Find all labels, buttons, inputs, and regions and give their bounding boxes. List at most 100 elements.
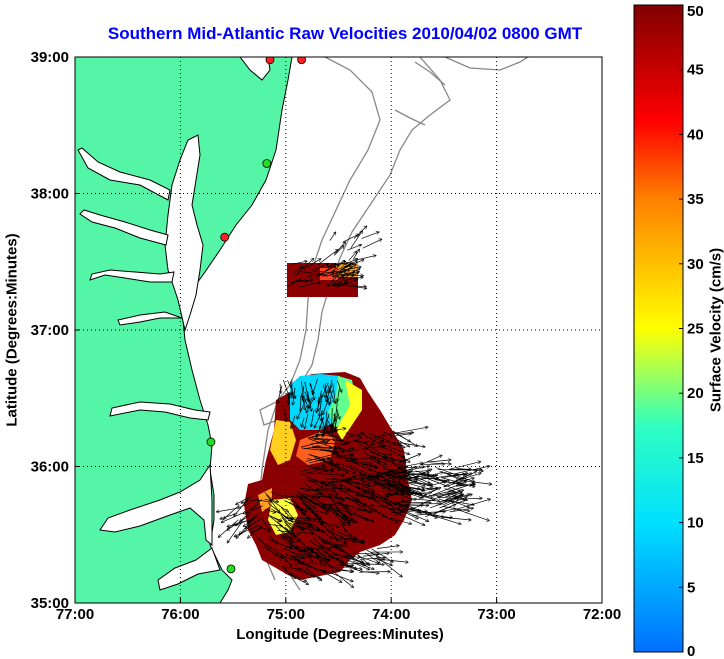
- velocity-arrow: [331, 569, 354, 587]
- velocity-arrow: [350, 231, 363, 249]
- velocity-arrow: [407, 498, 439, 501]
- velocity-arrow: [359, 472, 390, 483]
- velocity-arrow: [438, 497, 458, 503]
- velocity-arrow: [315, 263, 335, 279]
- x-tick-label: 72:00: [583, 606, 621, 623]
- velocity-arrow: [363, 553, 389, 557]
- velocity-arrow: [323, 557, 348, 561]
- velocity-arrow: [390, 480, 405, 487]
- velocity-arrow: [326, 261, 346, 268]
- velocity-arrow: [236, 515, 259, 525]
- velocity-arrow: [455, 479, 491, 484]
- velocity-arrow: [312, 264, 328, 272]
- velocity-arrow: [293, 501, 303, 510]
- velocity-arrow: [383, 486, 398, 493]
- velocity-arrow: [456, 499, 490, 510]
- velocity-arrow: [269, 535, 277, 544]
- x-tick-label: 74:00: [372, 606, 410, 623]
- velocity-arrow: [337, 386, 340, 401]
- velocity-arrow: [300, 489, 319, 490]
- velocity-arrow: [418, 491, 453, 499]
- velocity-arrow: [389, 486, 410, 491]
- colorbar-tick-label: 20: [687, 385, 704, 402]
- velocity-arrow: [243, 505, 264, 514]
- x-tick-label: 73:00: [477, 606, 515, 623]
- velocity-arrow: [435, 494, 463, 507]
- velocity-arrow: [292, 261, 307, 265]
- velocity-arrow: [268, 503, 288, 518]
- velocity-arrow: [321, 540, 336, 547]
- colorbar-tick-label: 50: [687, 3, 704, 20]
- velocity-arrow: [286, 546, 305, 551]
- velocity-arrow: [260, 518, 270, 530]
- bay-tributary-3: [89, 269, 175, 283]
- velocity-arrow: [289, 545, 314, 548]
- velocity-arrow: [387, 493, 403, 497]
- velocity-arrow: [333, 446, 350, 452]
- velocity-arrow: [430, 483, 462, 497]
- velocity-arrow: [287, 380, 296, 398]
- velocity-arrow: [307, 391, 312, 411]
- velocity-arrow: [373, 495, 405, 506]
- velocity-arrow: [320, 417, 324, 429]
- velocity-arrow: [306, 397, 313, 412]
- velocity-arrow: [388, 474, 417, 478]
- colorbar-tick-label: 45: [687, 62, 704, 79]
- velocity-arrow: [299, 282, 320, 288]
- velocity-arrow: [335, 271, 355, 286]
- colorbar-tick-label: 10: [687, 515, 704, 532]
- velocity-arrow: [358, 443, 386, 458]
- velocity-arrow: [400, 499, 417, 503]
- velocity-arrow: [359, 474, 383, 481]
- velocity-arrow: [367, 441, 383, 447]
- velocity-arrow: [341, 512, 353, 520]
- velocity-arrow: [449, 462, 480, 470]
- velocity-arrow: [443, 516, 470, 520]
- velocity-arrow: [318, 469, 334, 473]
- velocity-arrow: [427, 478, 460, 491]
- velocity-arrow: [392, 475, 418, 480]
- colorbar-label: Surface Velocity (cm/s): [707, 247, 724, 413]
- velocity-arrow: [297, 399, 307, 418]
- velocity-arrow: [334, 246, 343, 256]
- velocity-arrow: [347, 465, 376, 477]
- velocity-arrow: [304, 413, 309, 429]
- velocity-arrow: [327, 385, 334, 403]
- velocity-arrow: [256, 536, 270, 549]
- velocity-arrow: [217, 507, 238, 512]
- velocity-arrow: [270, 491, 294, 502]
- velocity-arrow: [255, 499, 272, 502]
- velocity-arrow: [348, 252, 357, 261]
- velocity-arrow: [343, 277, 363, 281]
- velocity-arrow: [241, 498, 259, 503]
- velocity-arrow: [321, 546, 343, 549]
- velocity-arrow: [279, 534, 300, 542]
- velocity-arrow: [437, 469, 471, 470]
- velocity-arrow: [327, 494, 343, 499]
- velocity-arrow: [340, 284, 366, 289]
- velocity-arrow: [421, 488, 438, 492]
- velocity-arrow: [387, 433, 414, 434]
- velocity-arrow: [357, 441, 374, 444]
- velocity-arrow: [307, 528, 326, 543]
- velocity-arrow: [309, 383, 314, 392]
- velocity-arrow: [236, 497, 249, 505]
- velocity-arrow: [332, 407, 333, 428]
- velocity-arrow: [294, 259, 313, 276]
- velocity-arrow: [371, 548, 393, 562]
- velocity-arrow: [441, 481, 461, 484]
- velocity-arrow: [353, 550, 369, 565]
- velocity-arrow: [315, 515, 334, 530]
- velocity-arrow: [299, 465, 324, 473]
- velocity-arrow: [344, 458, 372, 470]
- velocity-arrow: [318, 545, 331, 549]
- velocity-arrow: [319, 390, 322, 404]
- velocity-arrow: [287, 520, 312, 524]
- velocity-arrow: [393, 505, 428, 506]
- velocity-arrow: [310, 454, 340, 470]
- velocity-arrow: [394, 466, 430, 474]
- velocity-arrow: [370, 452, 391, 455]
- bay-tributary-1: [77, 147, 171, 201]
- velocity-arrow: [449, 508, 473, 513]
- velocity-arrow: [385, 467, 406, 474]
